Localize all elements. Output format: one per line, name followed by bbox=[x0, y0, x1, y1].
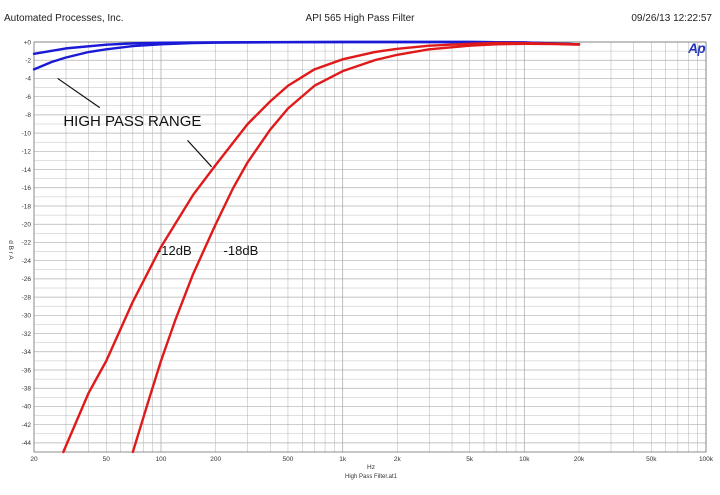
x-tick-label: 200 bbox=[210, 456, 221, 463]
x-tick-label: 20 bbox=[30, 456, 38, 463]
y-tick-label: -10 bbox=[22, 130, 32, 137]
series-line-3 bbox=[62, 41, 581, 454]
series-line-2 bbox=[32, 40, 581, 71]
annotation-pointer bbox=[57, 77, 101, 109]
y-tick-label: -24 bbox=[22, 258, 32, 265]
y-tick-label: -20 bbox=[22, 222, 32, 229]
x-tick-label: 500 bbox=[283, 456, 294, 463]
y-tick-label: -2 bbox=[25, 58, 31, 65]
x-tick-label: 20k bbox=[574, 456, 585, 463]
y-tick-label: -28 bbox=[22, 294, 32, 301]
y-tick-label: -14 bbox=[22, 167, 32, 174]
x-tick-label: 5k bbox=[466, 456, 474, 463]
y-tick-label: -40 bbox=[22, 404, 32, 411]
y-tick-label: -38 bbox=[22, 386, 32, 393]
annotation-pointer bbox=[187, 139, 213, 168]
x-tick-label: 2k bbox=[394, 456, 402, 463]
x-tick-label: 10k bbox=[519, 456, 530, 463]
y-tick-label: -6 bbox=[25, 94, 31, 101]
x-tick-label: 100k bbox=[699, 456, 714, 463]
y-tick-label: +0 bbox=[24, 39, 32, 46]
y-tick-label: -8 bbox=[25, 112, 31, 119]
y-tick-label: -34 bbox=[22, 349, 32, 356]
plot-frame bbox=[33, 41, 707, 453]
x-tick-label: 100 bbox=[156, 456, 167, 463]
tick-labels: +0 -2 -4 -6 -8 -10 -12 -14 -16 -18 -20 -22 -24 -26 -28… bbox=[22, 39, 714, 463]
company-name: Automated Processes, Inc. bbox=[4, 13, 124, 24]
y-tick-label: -36 bbox=[22, 367, 32, 374]
grid bbox=[33, 41, 707, 453]
timestamp: 09/26/13 12:22:57 bbox=[631, 13, 712, 24]
annotations: HIGH PASS RANGE -12dB -18dB bbox=[57, 77, 259, 258]
y-tick-label: -4 bbox=[25, 76, 31, 83]
annotation-label: -12dB bbox=[157, 243, 192, 258]
y-tick-label: -12 bbox=[22, 149, 32, 156]
x-tick-label: 1k bbox=[339, 456, 347, 463]
y-tick-label: -30 bbox=[22, 313, 32, 320]
annotation-label: -18dB bbox=[224, 243, 259, 258]
x-tick-label: 50 bbox=[103, 456, 111, 463]
y-tick-label: -16 bbox=[22, 185, 32, 192]
series-group bbox=[32, 40, 581, 454]
annotation-label: HIGH PASS RANGE bbox=[63, 113, 201, 130]
y-tick-label: -22 bbox=[22, 240, 32, 247]
y-tick-label: -42 bbox=[22, 422, 32, 429]
x-tick-label: 50k bbox=[646, 456, 657, 463]
y-tick-label: -26 bbox=[22, 276, 32, 283]
y-tick-label: -44 bbox=[22, 440, 32, 447]
y-axis-label: d B r A bbox=[7, 240, 14, 260]
y-tick-label: -18 bbox=[22, 203, 32, 210]
chart-title: API 565 High Pass Filter bbox=[305, 13, 415, 24]
y-tick-label: -32 bbox=[22, 331, 32, 338]
file-name: High Pass Filter.at1 bbox=[345, 474, 398, 480]
series-line-4 bbox=[131, 42, 581, 454]
ap-logo: Ap bbox=[688, 40, 706, 56]
x-axis-label: Hz bbox=[367, 464, 375, 471]
